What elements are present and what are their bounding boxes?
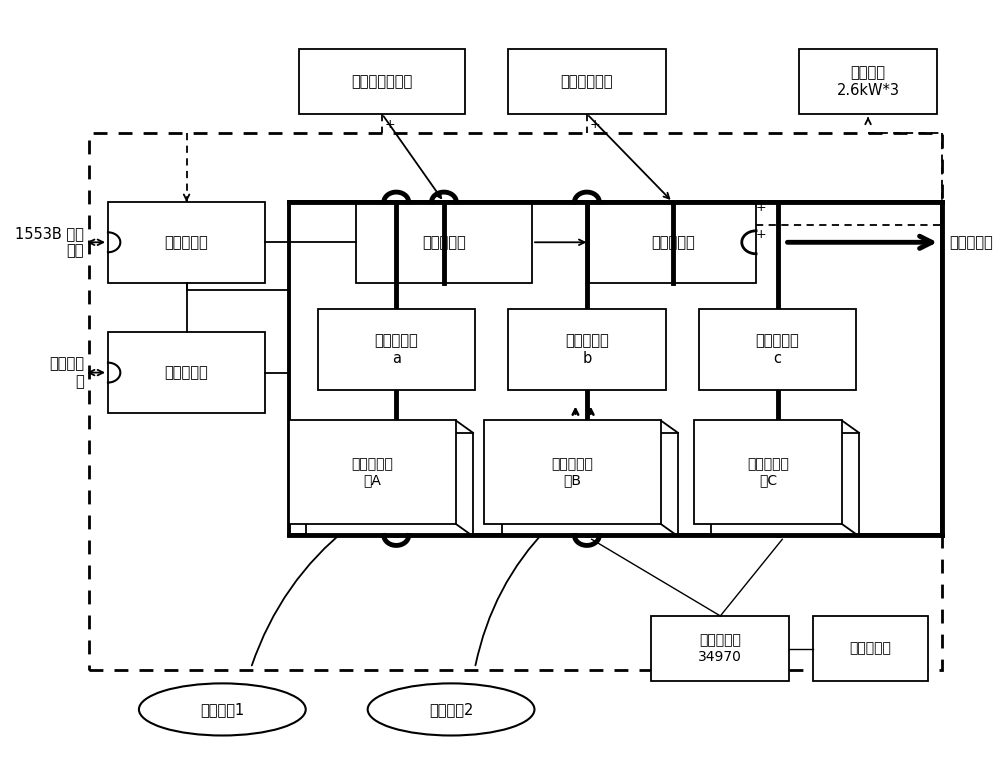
Text: 高低温符2: 高低温符2 [429,702,473,717]
Text: 高压稳压电源: 高压稳压电源 [561,74,613,89]
Bar [108,333,265,413]
Text: 放电调节器
c: 放电调节器 c [756,334,799,366]
Bar [318,310,475,390]
Text: 功率管理器: 功率管理器 [651,235,695,250]
Text: 系统总控
台: 系统总控 台 [49,357,84,389]
Text: +: + [756,201,766,214]
Text: 1553B 总线
设备: 1553B 总线 设备 [15,226,84,259]
Text: 锂离子电池
组B: 锂离子电池 组B [552,457,594,487]
Bar [589,202,756,283]
Bar [694,421,842,524]
Text: +: + [589,118,600,130]
Bar [508,310,666,390]
Bar [356,202,532,283]
Text: 系统控制器: 系统控制器 [165,235,208,250]
Text: 太阳方阵模拟器: 太阳方阵模拟器 [351,74,413,89]
Bar [508,49,666,114]
Bar [651,616,789,681]
Text: +: + [384,118,395,130]
Bar [699,310,856,390]
Text: 锂离子电池
组A: 锂离子电池 组A [352,457,393,487]
Bar [502,433,678,537]
Text: 工艺配电器: 工艺配电器 [950,235,993,250]
Ellipse shape [139,683,306,736]
Bar [306,433,473,537]
Text: 高低温符1: 高低温符1 [200,702,244,717]
Ellipse shape [368,683,534,736]
Bar [289,421,456,524]
Bar [799,49,937,114]
Text: 分流调节器: 分流调节器 [422,235,466,250]
Bar [89,133,942,669]
Text: 充电控制器: 充电控制器 [165,365,208,380]
Text: 电子负载
2.6kW*3: 电子负载 2.6kW*3 [837,65,900,97]
Bar [484,421,661,524]
Bar [108,202,265,283]
Bar [289,202,942,536]
Text: 锂离子电池
组C: 锂离子电池 组C [747,457,789,487]
Bar [299,49,465,114]
Text: 数据采集仪
34970: 数据采集仪 34970 [698,633,742,664]
Text: +: + [756,229,766,242]
Bar [711,433,859,537]
Text: 放电调节器
a: 放电调节器 a [374,334,418,366]
Bar [813,616,928,681]
Text: 均衡处理器: 均衡处理器 [850,642,891,655]
Text: 放电调节器
b: 放电调节器 b [565,334,609,366]
